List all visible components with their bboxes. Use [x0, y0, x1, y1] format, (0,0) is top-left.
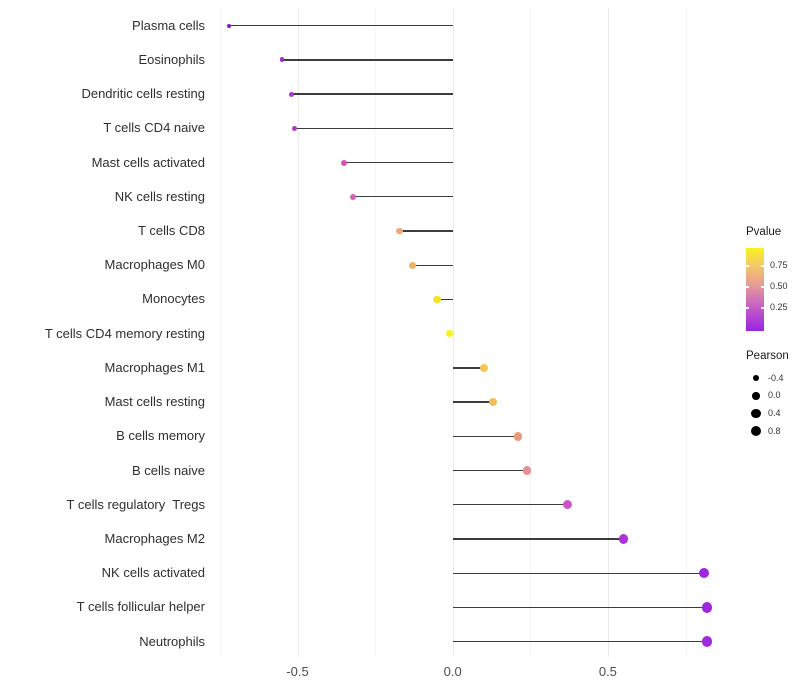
y-axis-label: Mast cells resting: [104, 394, 205, 410]
colorbar-tick-mark: [761, 265, 764, 267]
pearson-legend-dot: [750, 425, 762, 437]
x-tick-label: 0.5: [598, 664, 617, 679]
pearson-legend-dot: [752, 391, 760, 400]
lollipop-dot: [341, 159, 348, 166]
grid-line-minor: [219, 8, 221, 657]
lollipop-dot: [513, 432, 523, 441]
grid-line-minor: [530, 8, 532, 657]
lollipop-dot: [522, 466, 532, 475]
pearson-legend-dot: [751, 408, 761, 418]
colorbar-tick-mark: [746, 265, 749, 267]
grid-line-major: [607, 8, 609, 657]
y-axis-label: Eosinophils: [138, 51, 206, 67]
lollipop-dot: [618, 534, 629, 544]
lollipop-dot: [702, 636, 713, 647]
lollipop-segment: [399, 230, 453, 232]
lollipop-dot: [350, 193, 357, 200]
colorbar-tick-mark: [746, 307, 749, 309]
y-axis-label: T cells CD4 memory resting: [44, 325, 205, 341]
y-axis-label: B cells naive: [132, 462, 205, 478]
lollipop-segment: [291, 93, 453, 95]
pvalue-legend: Pvalue 0.75 0.50 0.25: [746, 226, 800, 341]
grid-line-major: [297, 8, 299, 657]
x-tick-label: 0.0: [443, 664, 462, 679]
colorbar-tick-mark: [761, 286, 764, 288]
lollipop-segment: [344, 161, 453, 164]
x-tick-label: -0.5: [286, 664, 309, 679]
y-axis-label: NK cells activated: [101, 565, 205, 581]
lollipop-segment: [437, 298, 453, 301]
lollipop-segment: [294, 127, 453, 130]
y-axis-label: NK cells resting: [114, 188, 205, 204]
pvalue-colorbar: [746, 248, 764, 331]
lollipop-segment: [452, 367, 484, 369]
y-axis-label: Macrophages M2: [104, 531, 205, 546]
lollipop-segment: [452, 538, 624, 540]
lollipop-dot: [279, 57, 285, 63]
lollipop-dot: [227, 23, 232, 28]
y-axis-label: Macrophages M0: [104, 257, 205, 273]
pearson-legend-label: 0.0: [768, 390, 781, 401]
pearson-legend-label: 0.8: [768, 425, 781, 436]
pearson-legend-label: -0.4: [768, 372, 784, 383]
lollipop-dot: [433, 295, 441, 304]
colorbar-tick-label: 0.50: [770, 281, 788, 291]
y-axis-label: T cells CD4 naive: [103, 120, 205, 136]
lollipop-dot: [563, 500, 573, 510]
y-axis-label: Monocytes: [142, 291, 205, 307]
lollipop-segment: [452, 401, 494, 403]
lollipop-segment: [452, 469, 528, 472]
y-axis-label: Plasma cells: [132, 17, 205, 33]
lollipop-segment: [353, 196, 453, 198]
lollipop-dot: [445, 329, 454, 338]
colorbar-tick-mark: [746, 286, 749, 288]
lollipop-dot: [479, 363, 488, 372]
colorbar-tick-label: 0.25: [770, 302, 788, 312]
colorbar-tick-label: 0.75: [770, 260, 788, 270]
y-axis-label: B cells memory: [116, 428, 205, 444]
colorbar-tick-mark: [761, 307, 764, 309]
y-axis-label: Dendritic cells resting: [81, 86, 205, 102]
y-axis-label: Mast cells activated: [91, 154, 205, 170]
grid-line-minor: [375, 8, 377, 657]
pearson-legend-dot: [753, 375, 759, 381]
pearson-legend-title: Pearson: [746, 350, 789, 362]
lollipop-segment: [412, 264, 453, 266]
pearson-legend: Pearson -0.4 0.0 0.4 0.8: [746, 350, 800, 445]
y-axis-label: T cells follicular helper: [76, 599, 205, 615]
lollipop-dot: [288, 91, 294, 97]
y-axis-label: Macrophages M1: [104, 359, 205, 375]
pearson-legend-label: 0.4: [768, 407, 781, 418]
lollipop-segment: [281, 59, 453, 61]
pvalue-legend-title: Pvalue: [746, 226, 782, 238]
lollipop-dot: [291, 125, 297, 131]
lollipop-segment: [452, 504, 568, 506]
lollipop-segment: [452, 572, 705, 574]
lollipop-segment: [452, 640, 708, 643]
y-axis-label: T cells CD8: [138, 223, 205, 239]
y-axis-label: T cells regulatory Tregs: [66, 496, 205, 512]
lollipop-segment: [229, 25, 453, 27]
lollipop-dot: [702, 602, 713, 613]
lollipop-dot: [698, 568, 710, 579]
lollipop-segment: [452, 606, 708, 609]
grid-line-minor: [685, 8, 687, 657]
grid-line-major: [452, 8, 454, 657]
lollipop-dot: [488, 398, 498, 407]
lollipop-segment: [452, 435, 518, 438]
lollipop-dot: [408, 261, 416, 269]
y-axis-label: Neutrophils: [139, 633, 205, 649]
lollipop-dot: [396, 227, 404, 235]
